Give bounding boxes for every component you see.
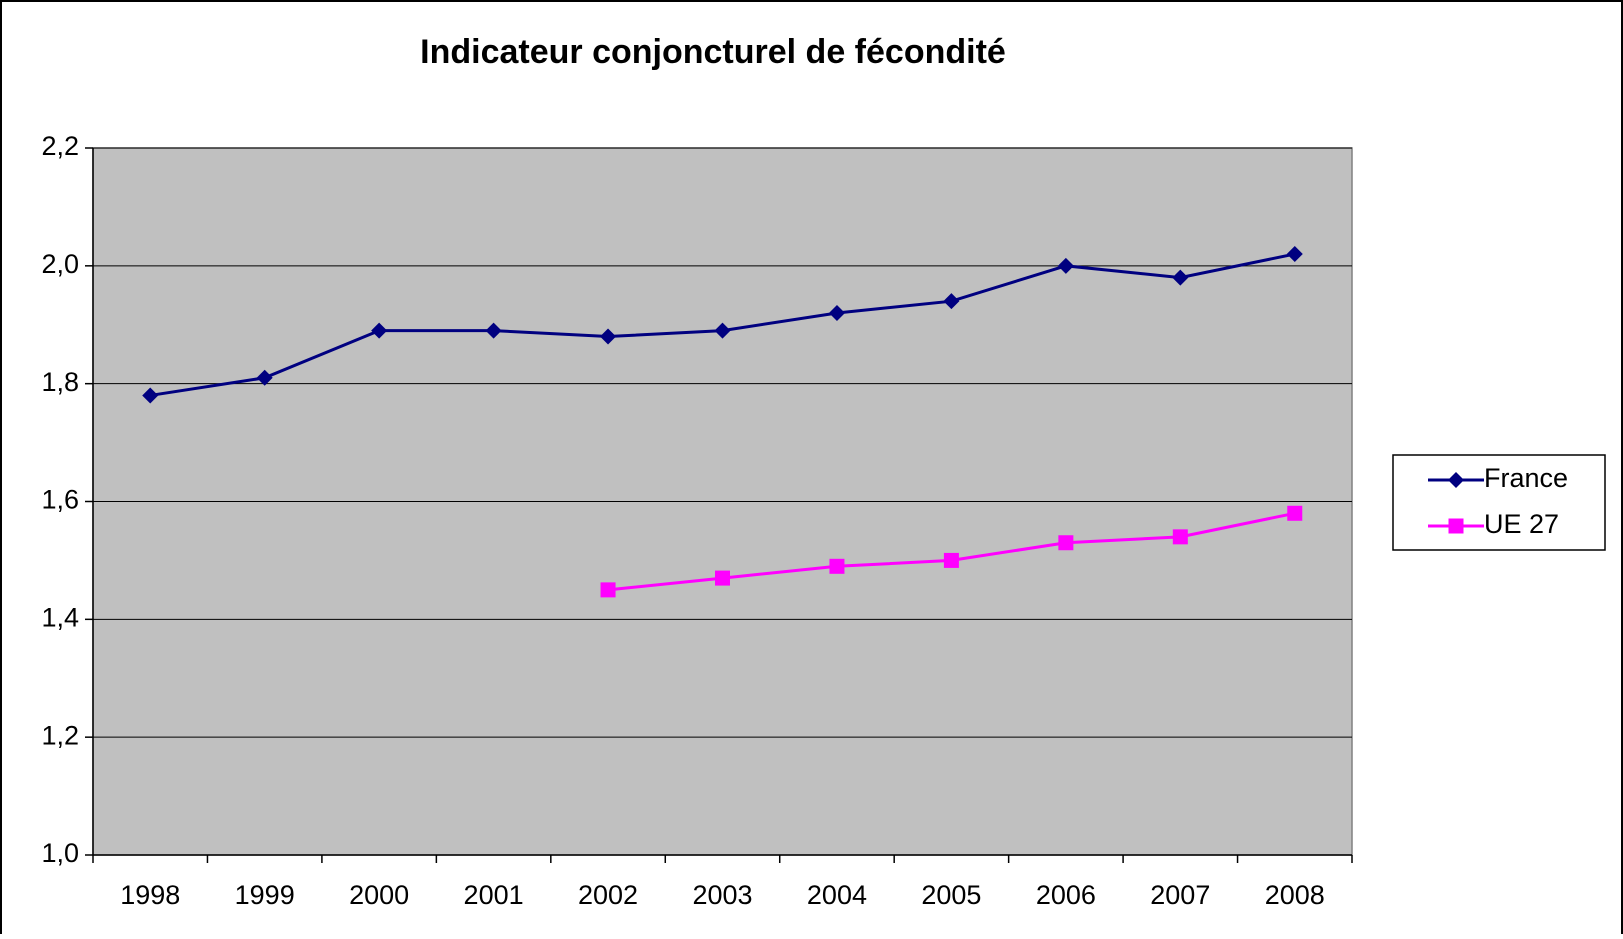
data-point bbox=[600, 582, 616, 598]
x-tick-label: 2008 bbox=[1265, 880, 1325, 910]
x-tick-label: 2003 bbox=[692, 880, 752, 910]
data-point bbox=[943, 293, 960, 310]
x-tick-label: 1999 bbox=[235, 880, 295, 910]
data-point bbox=[714, 322, 731, 339]
y-tick-label: 1,0 bbox=[41, 838, 79, 868]
data-point bbox=[1172, 529, 1188, 545]
x-tick-label: 2000 bbox=[349, 880, 409, 910]
data-point bbox=[600, 328, 617, 345]
chart-title: Indicateur conjoncturel de fécondité bbox=[420, 33, 1006, 71]
data-point bbox=[1058, 535, 1074, 551]
x-tick-label: 2002 bbox=[578, 880, 638, 910]
data-point bbox=[828, 304, 845, 321]
legend-label: France bbox=[1484, 463, 1568, 493]
x-tick-label: 2006 bbox=[1036, 880, 1096, 910]
legend-marker bbox=[1448, 472, 1464, 488]
data-point bbox=[371, 322, 388, 339]
data-point bbox=[715, 570, 730, 586]
data-point bbox=[256, 369, 273, 386]
y-tick-label: 1,2 bbox=[41, 720, 79, 750]
x-tick-label: 2001 bbox=[464, 880, 524, 910]
x-tick-label: 1998 bbox=[120, 880, 180, 910]
data-point bbox=[1286, 246, 1303, 263]
y-tick-label: 2,0 bbox=[41, 249, 79, 279]
x-tick-label: 2005 bbox=[921, 880, 981, 910]
y-tick-label: 2,2 bbox=[41, 131, 79, 161]
data-point bbox=[142, 387, 159, 404]
x-tick-label: 2004 bbox=[807, 880, 867, 910]
data-point bbox=[485, 322, 502, 339]
data-point bbox=[1287, 505, 1303, 521]
x-tick-label: 2007 bbox=[1150, 880, 1210, 910]
legend-label: UE 27 bbox=[1484, 509, 1559, 539]
legend-box bbox=[1392, 454, 1606, 551]
y-tick-label: 1,6 bbox=[41, 485, 79, 515]
data-point bbox=[829, 558, 845, 574]
y-tick-label: 1,8 bbox=[41, 367, 79, 397]
data-point bbox=[943, 552, 959, 568]
data-point bbox=[1057, 257, 1074, 274]
legend-marker bbox=[1448, 518, 1464, 534]
y-tick-label: 1,4 bbox=[41, 602, 79, 632]
data-point bbox=[1172, 269, 1189, 286]
